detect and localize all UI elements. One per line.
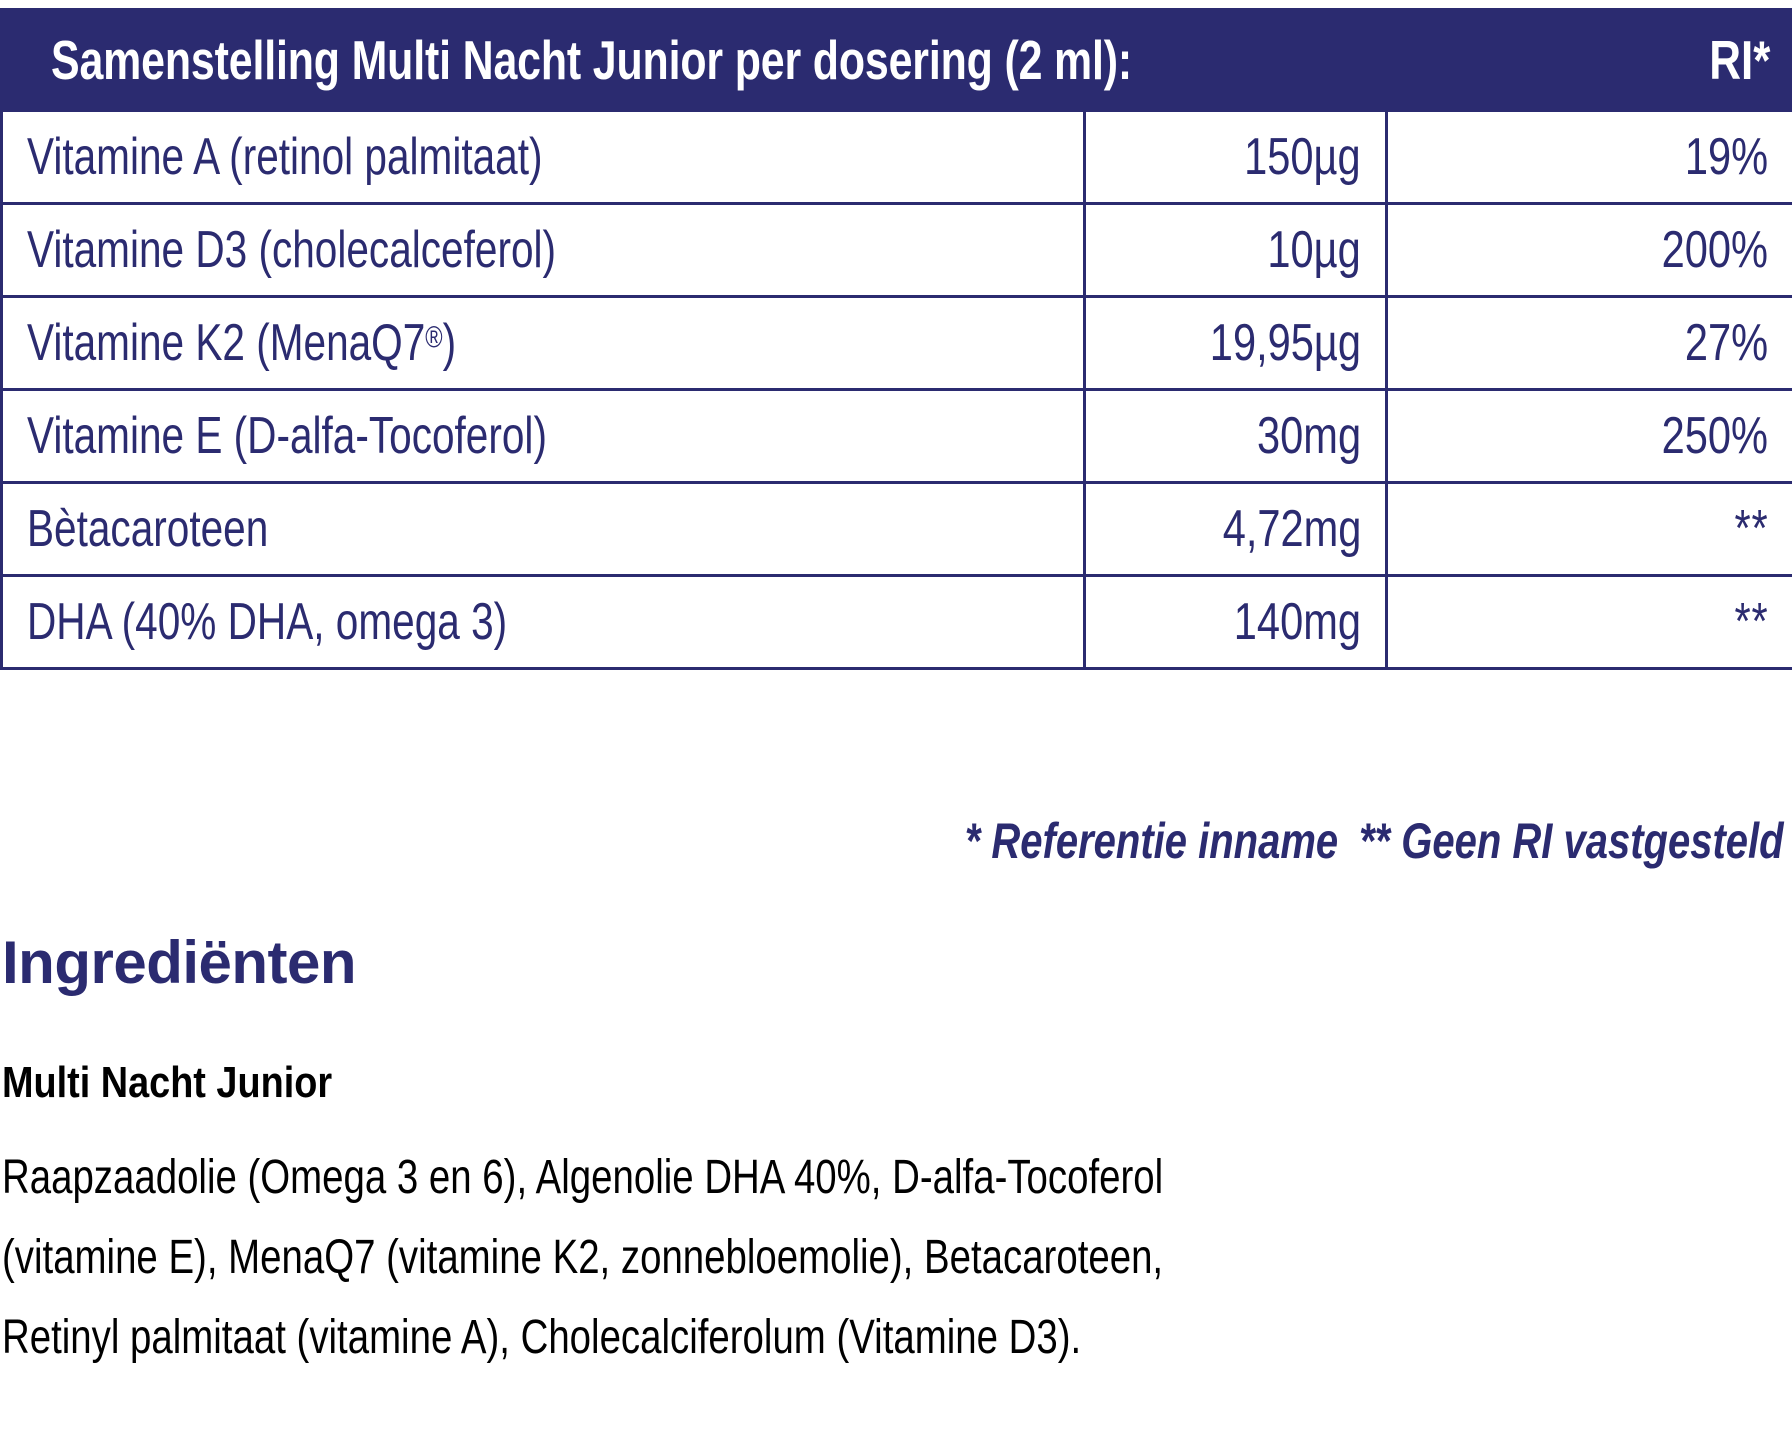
nutrient-name-cell: Vitamine E (D-alfa-Tocoferol) [0,388,1086,484]
nutrient-amount-cell: 150µg [1083,109,1388,205]
table-header: Samenstelling Multi Nacht Junior per dos… [0,8,1792,112]
table-header-cell: Samenstelling Multi Nacht Junior per dos… [0,8,1792,112]
ingredients-heading: Ingrediënten [2,929,357,996]
nutrient-name: Vitamine A (retinol palmitaat) [27,128,543,186]
nutrient-ri: 27% [1684,314,1769,372]
ingredients-line-text: (vitamine E), MenaQ7 (vitamine K2, zonne… [2,1231,1164,1284]
table-footnote: * Referentie inname ** Geen RI vastgestel… [0,812,1784,870]
composition-table: Samenstelling Multi Nacht Junior per dos… [0,8,1792,670]
nutrient-amount-cell: 4,72mg [1083,481,1388,577]
nutrient-name-cell: Bètacaroteen [0,481,1086,577]
nutrient-amount: 30mg [1256,407,1361,465]
table-row: Vitamine A (retinol palmitaat) 150µg 19% [0,109,1792,205]
table-row: Vitamine K2 (MenaQ7®) 19,95µg 27% [0,295,1792,391]
nutrient-ri-cell: 200% [1384,202,1792,298]
nutrient-ri-cell: 19% [1384,109,1792,205]
nutrient-ri: ** [1734,593,1769,651]
nutrient-name: DHA (40% DHA, omega 3) [27,593,508,651]
footnote-inner: * Referentie inname ** Geen RI vastgestel… [965,812,1784,870]
nutrient-amount-cell: 30mg [1083,388,1388,484]
nutrient-name: Vitamine K2 (MenaQ7®) [27,314,457,372]
nutrient-amount: 150µg [1244,128,1361,186]
nutrient-name: Vitamine E (D-alfa-Tocoferol) [27,407,547,465]
ingredients-text: Raapzaadolie (Omega 3 en 6), Algenolie D… [2,1138,1782,1378]
footnote-no-ri: ** Geen RI vastgesteld [1359,813,1784,869]
nutrient-ri: ** [1734,500,1769,558]
nutrient-ri-cell: 27% [1384,295,1792,391]
ingredients-line-text: Retinyl palmitaat (vitamine A), Cholecal… [2,1311,1082,1364]
nutrient-ri: 19% [1684,128,1769,186]
nutrient-ri: 200% [1661,221,1769,279]
nutrient-ri-cell: 250% [1384,388,1792,484]
table-row: Bètacaroteen 4,72mg ** [0,481,1792,577]
nutrient-amount: 140mg [1233,593,1361,651]
ingredients-line-text: Raapzaadolie (Omega 3 en 6), Algenolie D… [2,1151,1164,1204]
nutrient-ri: 250% [1661,407,1769,465]
ingredients-line: Raapzaadolie (Omega 3 en 6), Algenolie D… [2,1138,1782,1218]
nutrient-name-cell: DHA (40% DHA, omega 3) [0,574,1086,670]
table-row: Vitamine D3 (cholecalceferol) 10µg 200% [0,202,1792,298]
table-body: Vitamine A (retinol palmitaat) 150µg 19%… [0,109,1792,670]
nutrient-amount-cell: 19,95µg [1083,295,1388,391]
table-title: Samenstelling Multi Nacht Junior per dos… [51,29,1133,91]
nutrient-name-cell: Vitamine K2 (MenaQ7®) [0,295,1086,391]
nutrient-amount: 10µg [1267,221,1361,279]
nutrient-ri-cell: ** [1384,481,1792,577]
nutrient-amount: 19,95µg [1209,314,1361,372]
ingredients-line: Retinyl palmitaat (vitamine A), Cholecal… [2,1298,1782,1378]
ingredients-line: (vitamine E), MenaQ7 (vitamine K2, zonne… [2,1218,1782,1298]
table-header-row: Samenstelling Multi Nacht Junior per dos… [0,8,1792,112]
nutrient-name-cell: Vitamine D3 (cholecalceferol) [0,202,1086,298]
nutrient-amount: 4,72mg [1222,500,1361,558]
nutrient-name-cell: Vitamine A (retinol palmitaat) [0,109,1086,205]
table-header-ri: RI* [1708,29,1771,91]
nutrient-name: Bètacaroteen [27,500,269,558]
table-row: DHA (40% DHA, omega 3) 140mg ** [0,574,1792,670]
nutrient-amount-cell: 140mg [1083,574,1388,670]
footnote-reference-intake: * Referentie inname [965,813,1339,869]
nutrient-name: Vitamine D3 (cholecalceferol) [27,221,557,279]
product-name-text: Multi Nacht Junior [2,1058,333,1107]
nutrient-ri-cell: ** [1384,574,1792,670]
table-row: Vitamine E (D-alfa-Tocoferol) 30mg 250% [0,388,1792,484]
ingredients-product-name: Multi Nacht Junior [2,1058,386,1108]
nutrient-amount-cell: 10µg [1083,202,1388,298]
